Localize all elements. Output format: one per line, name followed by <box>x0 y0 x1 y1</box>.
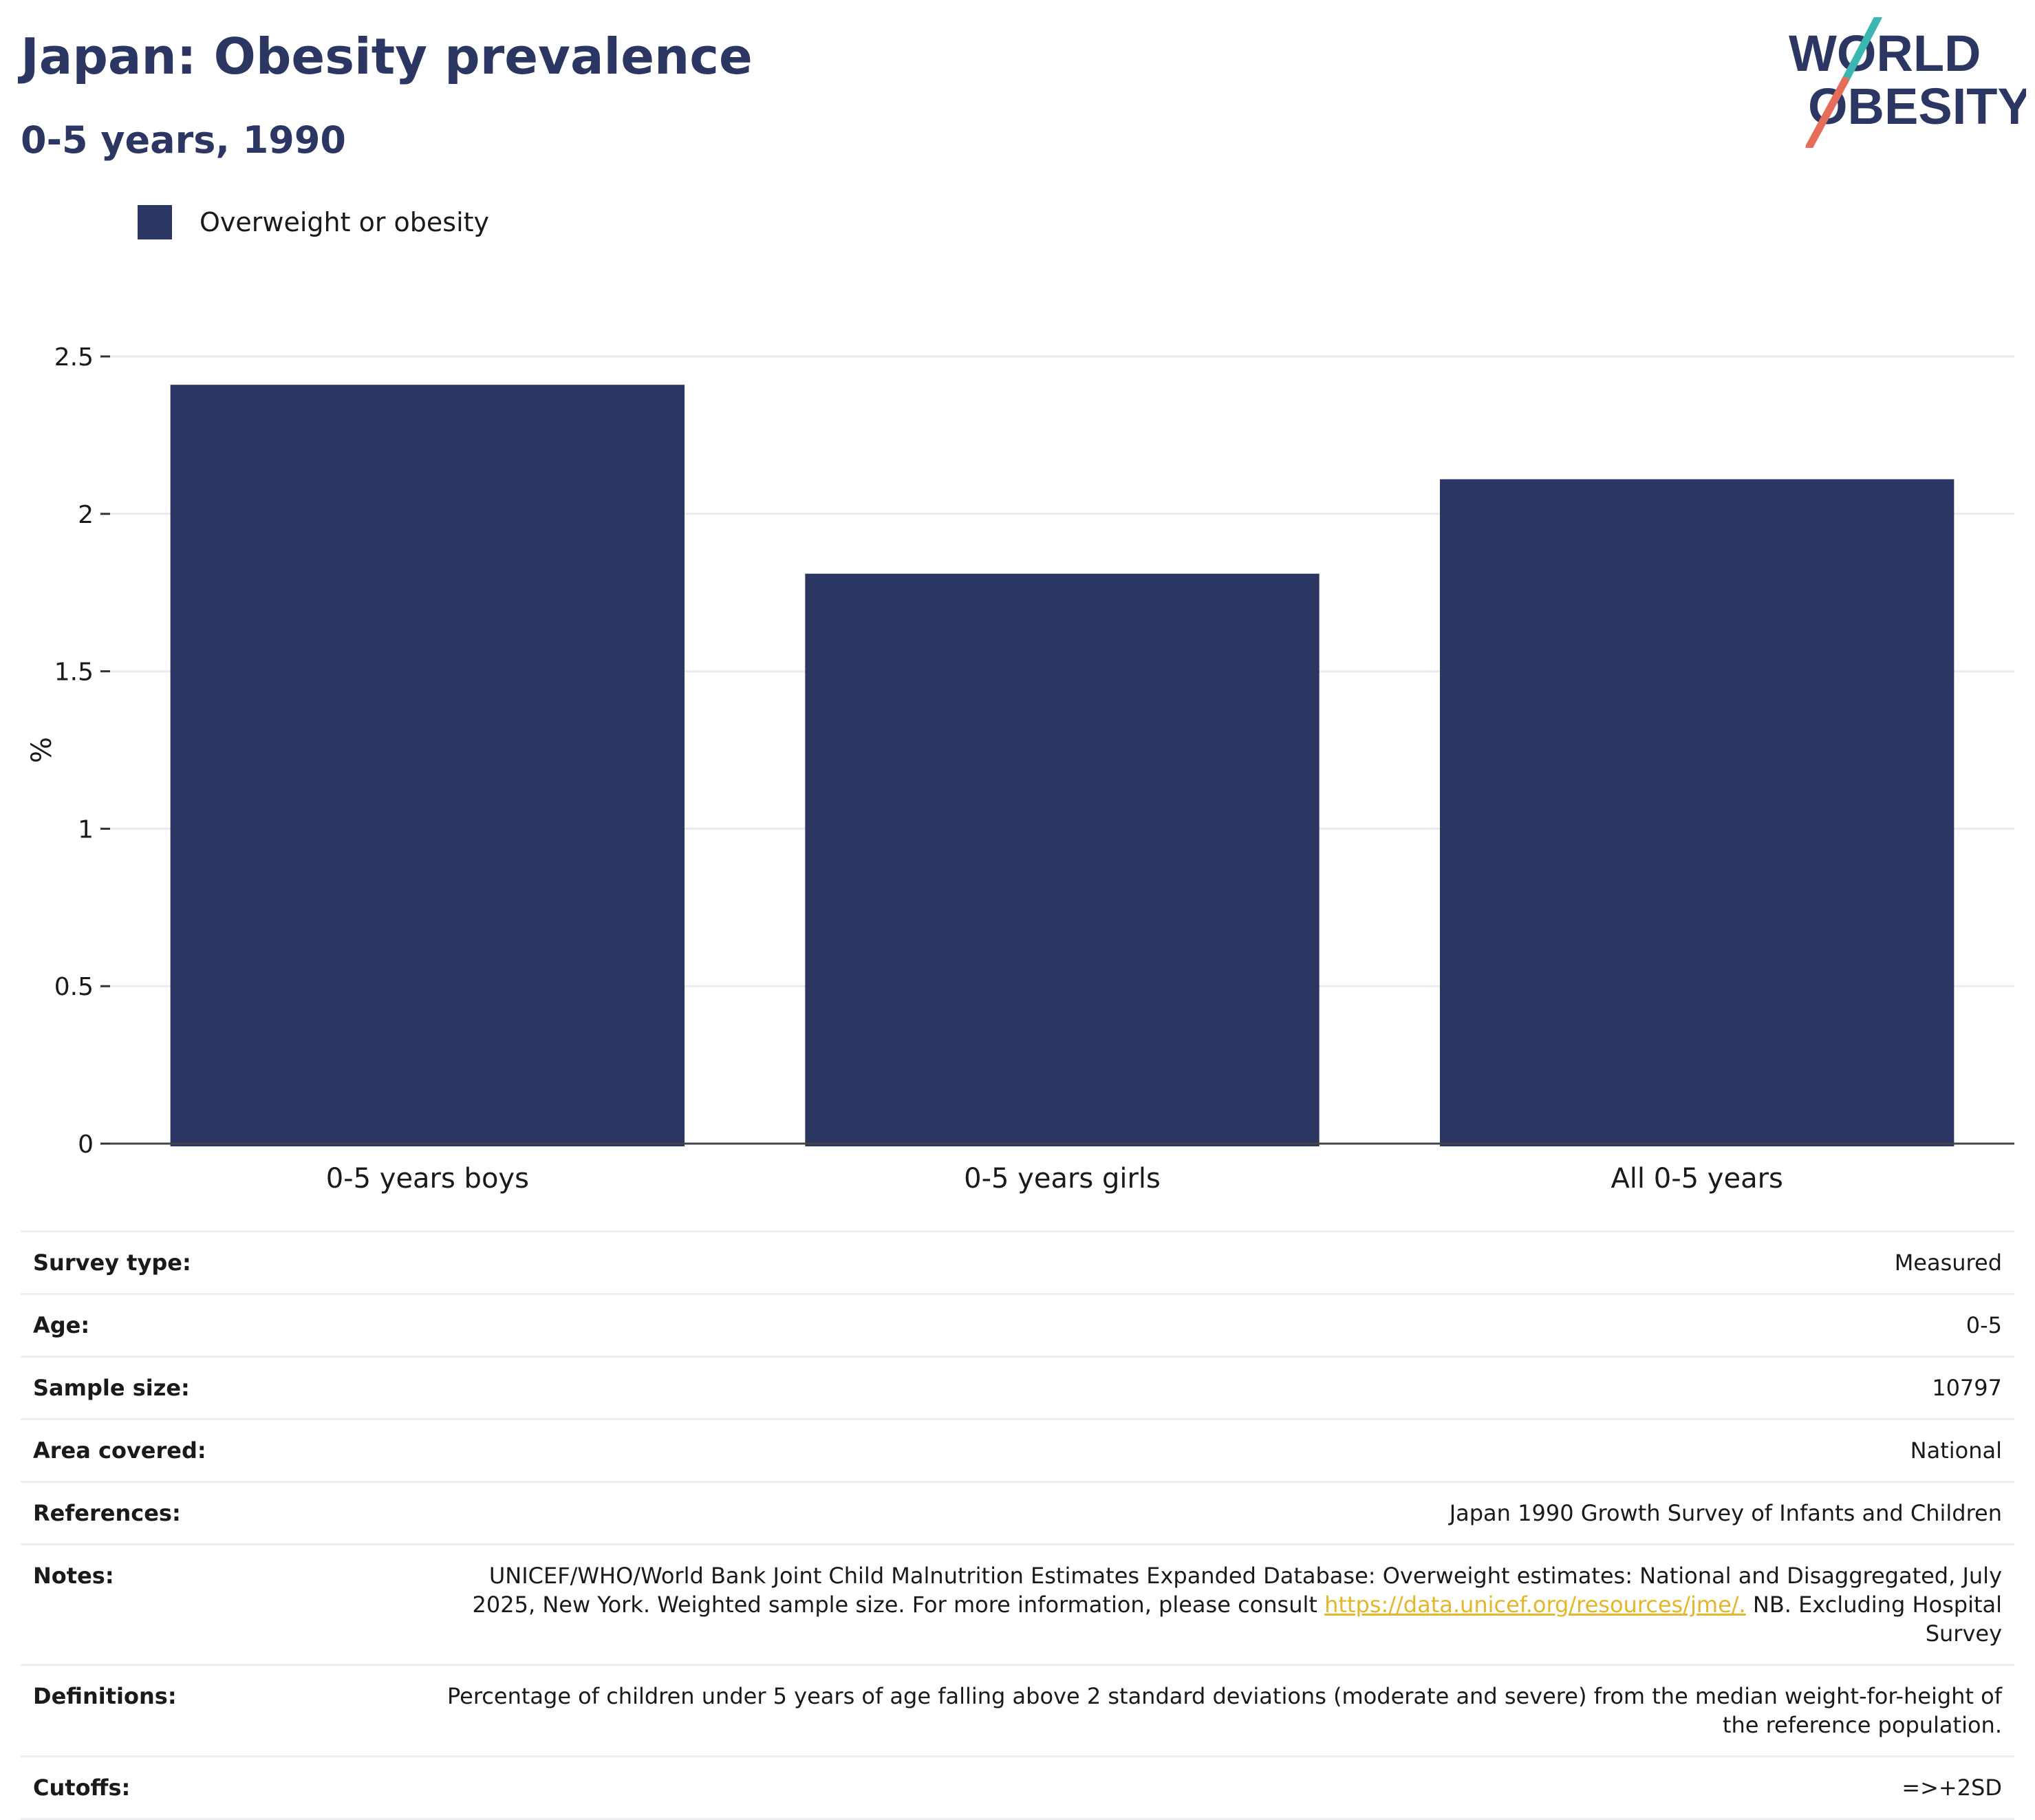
notes-text-before: UNICEF/WHO/World Bank Joint Child Malnut… <box>472 1563 2002 1618</box>
survey-details-table: Survey type: Measured Age: 0-5 Sample si… <box>21 1230 2014 1820</box>
sample-size-value: 10797 <box>431 1356 2014 1420</box>
bar-0-5-years-girls <box>805 573 1320 1146</box>
bar-all-0-5-years <box>1439 479 1955 1146</box>
survey-type-label: Survey type: <box>21 1230 431 1294</box>
y-tick-label: 1 <box>78 815 94 844</box>
axes: 0 0.5 1 1.5 2 2.5 0-5 years boys 0-5 years girl… <box>26 343 2014 1195</box>
y-tick-label: 1.5 <box>54 659 94 687</box>
row-area-covered: Area covered: National <box>21 1418 2014 1482</box>
y-tick-label: 0.5 <box>54 973 94 1001</box>
y-axis-label: % <box>26 737 58 763</box>
logo-slash-bottom <box>1805 76 1849 148</box>
notes-text-after: NB. Excluding Hospital Survey <box>1745 1592 2002 1647</box>
references-label: References: <box>21 1481 431 1545</box>
x-tick-label: 0-5 years girls <box>964 1163 1161 1195</box>
y-tick-label: 2 <box>78 501 94 529</box>
x-tick-label: All 0-5 years <box>1611 1163 1783 1195</box>
row-notes: Notes: UNICEF/WHO/World Bank Joint Child… <box>21 1543 2014 1665</box>
bars <box>170 385 1955 1146</box>
definitions-value: Percentage of children under 5 years of … <box>431 1664 2014 1757</box>
notes-label: Notes: <box>21 1543 431 1665</box>
references-value: Japan 1990 Growth Survey of Infants and … <box>431 1481 2014 1545</box>
chart-legend: Overweight or obesity <box>138 205 489 239</box>
area-covered-label: Area covered: <box>21 1418 431 1482</box>
legend-label: Overweight or obesity <box>200 207 490 237</box>
unicef-jme-link[interactable]: https://data.unicef.org/resources/jme/. <box>1324 1592 1746 1618</box>
world-obesity-logo: WORLD OBESITY <box>1789 17 2026 148</box>
area-covered-value: National <box>431 1418 2014 1482</box>
bar-0-5-years-boys <box>170 385 685 1146</box>
logo-slash-top <box>1841 17 1882 85</box>
y-tick-label: 2.5 <box>54 343 94 372</box>
page-title: Japan: Obesity prevalence <box>21 28 753 85</box>
logo-text-world: WORLD <box>1789 25 1981 82</box>
page-subtitle: 0-5 years, 1990 <box>21 118 347 162</box>
sample-size-label: Sample size: <box>21 1356 431 1420</box>
notes-value: UNICEF/WHO/World Bank Joint Child Malnut… <box>431 1543 2014 1665</box>
bar-chart: 0 0.5 1 1.5 2 2.5 0-5 years boys 0-5 years girl… <box>26 343 2014 1195</box>
y-tick-label: 0 <box>78 1131 94 1159</box>
row-definitions: Definitions: Percentage of children unde… <box>21 1664 2014 1757</box>
x-tick-label: 0-5 years boys <box>326 1163 529 1195</box>
definitions-label: Definitions: <box>21 1664 431 1757</box>
cutoffs-label: Cutoffs: <box>21 1755 431 1820</box>
cutoffs-value: =>+2SD <box>431 1755 2014 1820</box>
row-sample-size: Sample size: 10797 <box>21 1356 2014 1420</box>
row-references: References: Japan 1990 Growth Survey of … <box>21 1481 2014 1545</box>
row-survey-type: Survey type: Measured <box>21 1230 2014 1294</box>
age-value: 0-5 <box>431 1293 2014 1357</box>
age-label: Age: <box>21 1293 431 1357</box>
row-cutoffs: Cutoffs: =>+2SD <box>21 1755 2014 1820</box>
legend-swatch <box>138 205 172 239</box>
survey-type-value: Measured <box>431 1230 2014 1294</box>
row-age: Age: 0-5 <box>21 1293 2014 1357</box>
